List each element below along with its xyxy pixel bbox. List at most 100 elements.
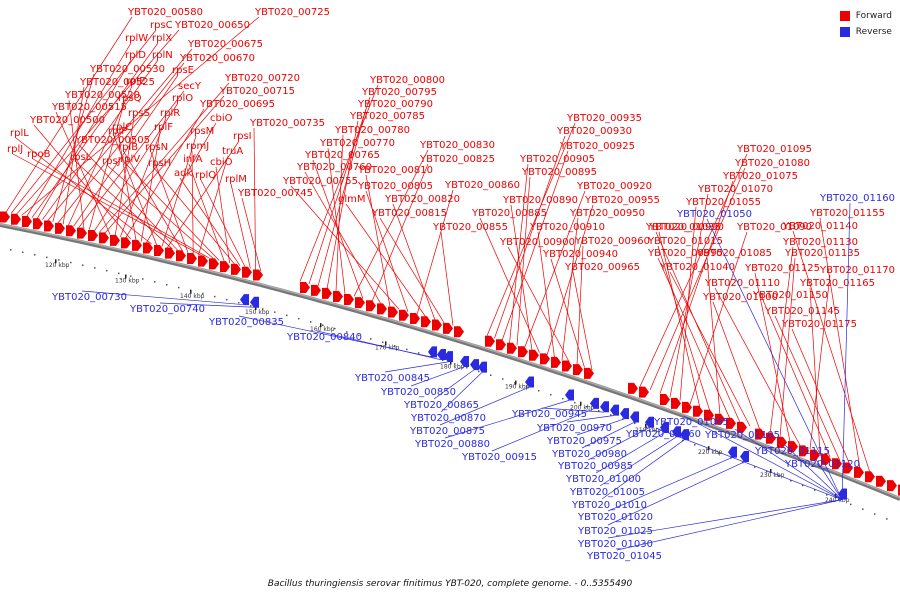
forward-gene-label: YBT020_00675 xyxy=(187,39,263,50)
scale-dot xyxy=(214,295,216,298)
scale-dot xyxy=(562,397,564,400)
forward-gene-label: YBT020_01125 xyxy=(744,263,820,274)
forward-gene-leader xyxy=(550,258,585,368)
forward-gene-label: rplJ xyxy=(7,144,23,155)
forward-gene-label: rpsS xyxy=(128,108,150,119)
scale-dot xyxy=(670,435,672,437)
forward-gene-label: YBT020_00580 xyxy=(127,7,203,18)
reverse-gene-label: YBT020_01120 xyxy=(784,459,860,470)
forward-gene-leader xyxy=(327,147,346,294)
reverse-gene-arrow xyxy=(610,404,619,416)
forward-gene-label: YBT020_01100 xyxy=(702,292,778,303)
reverse-gene-leader xyxy=(706,218,843,500)
forward-gene-arrow xyxy=(344,294,354,306)
reverse-gene-arrow xyxy=(478,361,487,373)
forward-gene-leader xyxy=(774,315,841,461)
forward-gene-leader xyxy=(299,84,379,282)
forward-gene-arrow xyxy=(77,227,87,239)
reverse-gene-label: YBT020_01045 xyxy=(586,551,662,562)
forward-gene-label: YBT020_00720 xyxy=(224,73,300,84)
scale-tick-label: 190 kbp xyxy=(505,384,530,391)
forward-gene-label: YBT020_00800 xyxy=(369,75,445,86)
scale-dot xyxy=(274,311,276,313)
forward-gene-label: YBT020_00935 xyxy=(566,113,642,124)
forward-gene-arrow xyxy=(165,247,175,259)
forward-gene-leader xyxy=(57,62,185,224)
caption: Bacillus thuringiensis serovar finitimus… xyxy=(267,579,633,589)
reverse-gene-label: YBT020_01105 xyxy=(704,430,780,441)
scale-tick-label: 210 kbp xyxy=(635,427,660,434)
reverse-gene-arrow xyxy=(250,296,259,308)
reverse-gene-leader xyxy=(541,407,605,413)
scale-tick-label: 160 kbp xyxy=(310,326,335,333)
reverse-gene-leader xyxy=(566,415,615,423)
scale-dot xyxy=(754,466,756,468)
forward-gene-label: rpsN xyxy=(145,142,168,153)
forward-gene-leader xyxy=(47,48,193,222)
forward-gene-leader xyxy=(537,231,555,358)
forward-gene-arrow xyxy=(176,250,186,262)
scale-dot xyxy=(250,305,252,307)
scale-dot xyxy=(478,370,480,373)
forward-gene-arrow xyxy=(726,417,736,429)
forward-gene-leader xyxy=(290,185,400,310)
forward-gene-label: YBT020_00725 xyxy=(254,7,330,18)
forward-gene-label: rplP xyxy=(108,126,127,137)
legend: Forward Reverse xyxy=(839,8,892,40)
scale-dot xyxy=(778,475,780,477)
forward-gene-leader xyxy=(669,271,751,427)
forward-gene-label: YBT020_00825 xyxy=(419,154,495,165)
reverse-gene-label: YBT020_00980 xyxy=(551,449,627,460)
scale-dot xyxy=(862,508,864,510)
forward-gene-leader xyxy=(345,203,427,318)
forward-gene-leader xyxy=(78,144,178,251)
forward-gene-leader xyxy=(524,190,586,348)
forward-gene-leader xyxy=(304,171,382,305)
forward-gene-label: YBT020_01085 xyxy=(696,248,772,259)
forward-gene-leader xyxy=(12,153,204,257)
forward-gene-arrow xyxy=(799,445,809,457)
forward-gene-arrow xyxy=(854,466,864,478)
forward-gene-label: YBT020_01015 xyxy=(647,236,723,247)
forward-gene-label: rplQ xyxy=(195,170,216,181)
reverse-gene-leader xyxy=(595,432,665,474)
forward-gene-leader xyxy=(253,127,256,270)
forward-gene-label: rplB xyxy=(118,142,138,153)
forward-gene-label: rpsM xyxy=(190,126,214,137)
forward-gene-leader xyxy=(658,231,701,408)
reverse-gene-label: YBT020_01050 xyxy=(676,209,752,220)
forward-gene-label: YBT020_00990 xyxy=(648,222,724,233)
scale-dot xyxy=(82,264,84,266)
forward-gene-leader xyxy=(125,108,205,239)
reverse-gene-leader xyxy=(410,366,465,387)
scale-tick-label: 180 kbp xyxy=(440,363,465,370)
scale-dot xyxy=(94,267,96,269)
forward-gene-leader xyxy=(379,217,445,323)
legend-reverse: Reverse xyxy=(839,24,892,40)
forward-gene-label: YBT020_00955 xyxy=(584,195,660,206)
scale-dot xyxy=(298,317,300,320)
forward-gene-arrow xyxy=(0,211,10,223)
forward-gene-arrow xyxy=(628,382,638,394)
forward-gene-label: YBT020_00905 xyxy=(519,154,595,165)
forward-gene-leader xyxy=(809,274,831,450)
forward-gene-leader xyxy=(657,257,731,419)
reverse-gene-leader xyxy=(734,428,843,500)
forward-gene-leader xyxy=(21,16,260,216)
forward-gene-label: rplM xyxy=(225,174,247,185)
forward-gene-label: YBT020_01070 xyxy=(697,184,773,195)
scale-dot xyxy=(790,480,792,482)
reverse-gene-arrow xyxy=(645,416,654,428)
legend-reverse-label: Reverse xyxy=(855,27,892,37)
reverse-gene-label: YBT020_00865 xyxy=(403,400,479,411)
forward-gene-label: YBT020_00765 xyxy=(304,150,380,161)
forward-gene-leader xyxy=(191,150,194,254)
forward-gene-label: rplD xyxy=(125,50,146,61)
reverse-gene-arrow xyxy=(565,389,574,401)
forward-gene-label: YBT020_00995 xyxy=(647,248,723,259)
forward-gene-leader xyxy=(36,59,132,219)
forward-gene-label: cbiO xyxy=(210,113,233,124)
forward-gene-label: infA xyxy=(183,154,203,165)
forward-gene-arrow xyxy=(715,413,725,425)
forward-gene-arrow xyxy=(876,475,886,487)
